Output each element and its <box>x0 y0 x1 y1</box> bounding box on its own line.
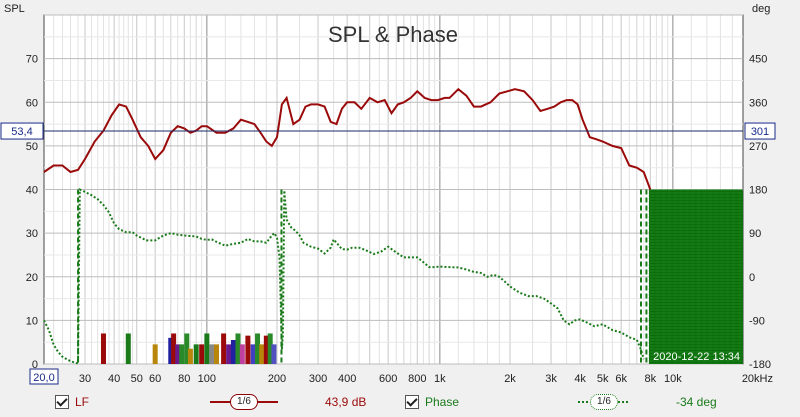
grid <box>44 14 743 365</box>
cursor-right-value: 301 <box>751 126 769 138</box>
x-tick-label: 50 <box>131 373 143 385</box>
x-tick-label: 5k <box>597 373 609 385</box>
y-tick-label: 60 <box>26 97 38 109</box>
y-tick-label: 50 <box>26 141 38 153</box>
bar <box>187 348 193 364</box>
y-tick-label: 10 <box>26 315 38 327</box>
x-tick-label: 8k <box>644 373 656 385</box>
x-tick-label: 20kHz <box>742 373 773 385</box>
series-line-phase <box>43 187 645 365</box>
y-tick-label-right: 270 <box>749 141 767 153</box>
x-tick-label: 3k <box>545 373 557 385</box>
x-tick-label: 10k <box>664 373 682 385</box>
y-tick-label-right: -90 <box>749 315 765 327</box>
series-lines <box>43 87 652 365</box>
lf-smoothing[interactable]: 1/6 <box>230 394 258 410</box>
x-tick-label: 300 <box>309 373 327 385</box>
cursor-left-box <box>0 122 44 140</box>
cursor-x-box <box>29 368 59 385</box>
bar <box>168 337 174 364</box>
lf-label: LF <box>75 395 90 409</box>
x-tick-label: 1k <box>434 373 446 385</box>
bar-group <box>100 333 277 364</box>
bar <box>184 333 190 364</box>
filled-region <box>648 189 743 364</box>
chart-title: SPL & Phase <box>328 22 458 47</box>
bar <box>152 344 158 364</box>
y-tick-label-right: 450 <box>749 54 767 66</box>
phase-smoothing[interactable]: 1/6 <box>590 394 618 410</box>
y-tick-label: 0 <box>32 359 38 371</box>
y-tick-label-right: 90 <box>749 228 761 240</box>
bar <box>175 344 181 364</box>
tick-labels: 0 10 20 30 40 50 60 70 -180 -90 0 90 180 270 360 450 30 4… <box>26 54 773 385</box>
right-axis-label: deg <box>752 3 770 15</box>
lf-value: 43,9 dB <box>325 395 367 409</box>
bar <box>263 335 269 364</box>
legend-bar: LF 1/6 43,9 dB Phase 1/6 -34 deg <box>0 389 800 417</box>
x-tick-label: 600 <box>379 373 397 385</box>
phase-checkbox[interactable] <box>405 395 419 409</box>
bar <box>125 333 131 364</box>
x-tick-label: 40 <box>108 373 120 385</box>
x-tick-label: 400 <box>338 373 356 385</box>
bar <box>255 333 261 364</box>
series-line-lf <box>43 87 652 190</box>
bar <box>271 344 277 364</box>
phase-value: -34 deg <box>676 395 717 409</box>
phase-label: Phase <box>425 395 460 409</box>
x-tick-label: 800 <box>408 373 426 385</box>
y-tick-label-right: 180 <box>749 185 767 197</box>
y-tick-label: 40 <box>26 185 38 197</box>
x-tick-label: 4k <box>574 373 586 385</box>
bar <box>259 344 265 364</box>
y-tick-label-right: 0 <box>749 272 755 284</box>
y-tick-label-right: -180 <box>749 359 771 371</box>
y-tick-label: 70 <box>26 54 38 66</box>
bar <box>230 340 236 364</box>
x-tick-label: 100 <box>198 373 216 385</box>
bar <box>250 344 256 364</box>
bar <box>204 333 210 364</box>
bar <box>209 344 215 364</box>
lf-checkbox[interactable] <box>55 395 69 409</box>
bar <box>179 344 185 364</box>
bar <box>267 333 273 364</box>
bar <box>245 335 251 364</box>
bar <box>239 344 245 364</box>
bar <box>226 344 232 364</box>
x-tick-label: 2k <box>504 373 516 385</box>
x-tick-label: 80 <box>178 373 190 385</box>
cursor-right-box <box>744 122 776 140</box>
bar <box>193 344 199 364</box>
cursor-left-value: 53,4 <box>11 126 32 138</box>
left-axis-label: SPL <box>4 3 25 15</box>
y-tick-label: 30 <box>26 228 38 240</box>
bar <box>214 344 220 364</box>
bar <box>100 333 106 364</box>
spl-phase-chart: 0 10 20 30 40 50 60 70 -180 -90 0 90 180 270 360 450 30 4… <box>0 3 776 385</box>
cursor[interactable]: 53,4 301 20,0 <box>0 122 776 385</box>
bar <box>171 333 177 364</box>
bar <box>235 333 241 364</box>
x-tick-label: 6k <box>615 373 627 385</box>
y-tick-label-right: 360 <box>749 97 767 109</box>
y-tick-label: 20 <box>26 272 38 284</box>
cursor-x-value: 20,0 <box>33 372 54 384</box>
bar <box>199 344 205 364</box>
x-tick-label: 200 <box>268 373 286 385</box>
timestamp: 2020-12-22 13:34 <box>653 351 740 363</box>
x-tick-label: 60 <box>149 373 161 385</box>
bar <box>221 333 227 364</box>
x-tick-label: 30 <box>79 373 91 385</box>
